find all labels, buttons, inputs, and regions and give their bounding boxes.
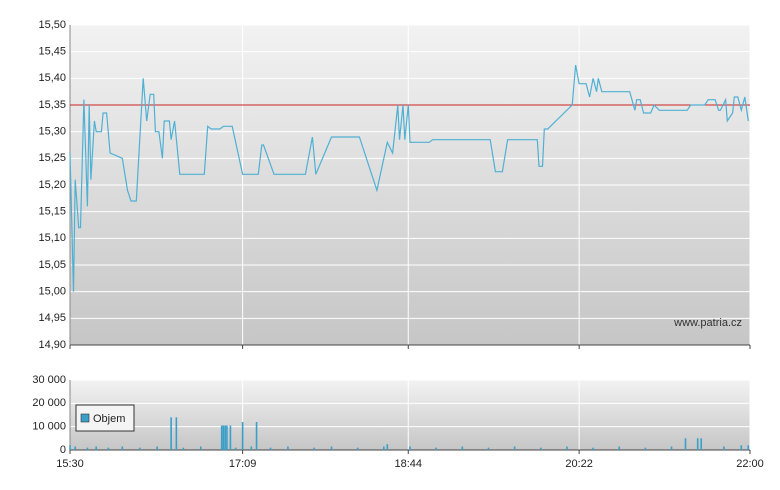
volume-bar xyxy=(224,425,226,450)
x-tick-label: 20:22 xyxy=(565,458,593,470)
y-tick-label: 15,45 xyxy=(38,46,66,58)
y-tick-label: 20 000 xyxy=(32,397,66,409)
volume-bar xyxy=(222,425,225,450)
volume-bar xyxy=(539,447,542,450)
volume-bar xyxy=(684,438,687,450)
y-tick-label: 10 000 xyxy=(32,421,66,433)
volume-bar xyxy=(138,447,141,450)
volume-bar xyxy=(121,446,124,450)
y-tick-label: 30 000 xyxy=(32,374,66,386)
y-tick-label: 15,25 xyxy=(38,152,66,164)
volume-bar xyxy=(383,446,385,450)
volume-bar xyxy=(618,446,621,450)
volume-bar xyxy=(356,447,359,450)
volume-bar xyxy=(670,446,673,450)
x-tick-label: 22:00 xyxy=(736,458,764,470)
volume-bar xyxy=(107,447,110,450)
watermark: www.patria.cz xyxy=(673,317,742,329)
y-tick-label: 15,00 xyxy=(38,286,66,298)
y-tick-label: 15,50 xyxy=(38,19,66,31)
volume-bar xyxy=(156,446,158,450)
volume-bar xyxy=(199,446,202,450)
y-tick-label: 15,10 xyxy=(38,232,66,244)
volume-bar xyxy=(170,417,172,450)
y-tick-label: 15,15 xyxy=(38,206,66,218)
legend-swatch xyxy=(80,413,90,423)
x-tick-label: 15:30 xyxy=(56,458,84,470)
y-tick-label: 15,35 xyxy=(38,99,66,111)
volume-bar xyxy=(513,446,516,450)
volume-bar xyxy=(86,447,89,450)
volume-plot-area xyxy=(70,380,750,450)
volume-bar xyxy=(747,445,750,450)
volume-bar xyxy=(182,447,185,450)
x-tick-label: 18:44 xyxy=(394,458,422,470)
y-tick-label: 15,20 xyxy=(38,179,66,191)
y-tick-label: 15,30 xyxy=(38,126,66,138)
volume-bar xyxy=(330,446,333,450)
volume-bar xyxy=(409,446,411,450)
legend-label: Objem xyxy=(93,413,125,425)
price-line xyxy=(69,64,749,292)
volume-bar xyxy=(175,417,178,450)
volume-bar xyxy=(487,447,490,450)
y-tick-label: 14,90 xyxy=(38,339,66,351)
volume-bar xyxy=(269,447,272,450)
volume-bar xyxy=(234,447,237,450)
x-tick-label: 17:09 xyxy=(229,458,257,470)
y-tick-label: 15,40 xyxy=(38,72,66,84)
volume-bar xyxy=(566,446,568,450)
volume-bar xyxy=(386,444,389,450)
volume-bar xyxy=(241,422,244,450)
volume-bar xyxy=(740,445,743,450)
y-tick-label: 14,95 xyxy=(38,312,66,324)
volume-bar xyxy=(592,447,594,450)
volume-bar xyxy=(229,425,232,450)
volume-bar xyxy=(95,446,97,450)
volume-bar xyxy=(696,438,699,450)
volume-bar xyxy=(226,425,228,450)
volume-bar xyxy=(255,422,258,450)
volume-bar xyxy=(644,447,647,450)
volume-bar xyxy=(723,446,725,450)
volume-bar xyxy=(700,438,702,450)
y-tick-label: 15,05 xyxy=(38,259,66,271)
volume-bar xyxy=(435,447,437,450)
volume-bar xyxy=(461,446,464,450)
volume-bar xyxy=(287,446,289,450)
y-tick-label: 0 xyxy=(60,444,66,456)
volume-bar xyxy=(74,446,77,450)
volume-bar xyxy=(69,445,71,450)
volume-bar xyxy=(220,425,223,450)
volume-bar xyxy=(313,447,315,450)
volume-bar xyxy=(250,446,253,450)
